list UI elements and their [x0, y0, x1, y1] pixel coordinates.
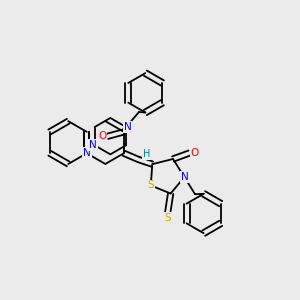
- Text: O: O: [98, 131, 106, 141]
- Text: N: N: [181, 172, 188, 182]
- Text: N: N: [83, 148, 91, 158]
- Text: O: O: [190, 148, 199, 158]
- Text: N: N: [89, 140, 97, 150]
- Text: H: H: [142, 149, 150, 159]
- Text: S: S: [164, 213, 171, 223]
- Text: N: N: [83, 148, 91, 158]
- Text: S: S: [148, 181, 154, 190]
- Text: N: N: [124, 122, 131, 132]
